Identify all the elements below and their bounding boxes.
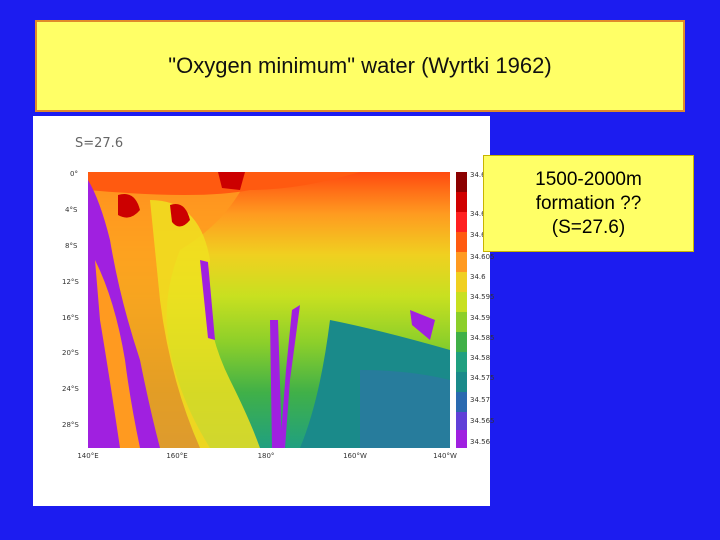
- map-label: S=27.6: [75, 136, 123, 151]
- title: "Oxygen minimum" water (Wyrtki 1962): [168, 53, 552, 78]
- x-label: 140°W: [433, 452, 457, 460]
- colorbar-label: 34.575: [470, 374, 495, 382]
- x-label: 160°W: [343, 452, 367, 460]
- colorbar-label: 34.6: [470, 273, 486, 281]
- colorbar-label: 34.57: [470, 396, 490, 404]
- colorbar: [456, 172, 467, 448]
- colorbar-label: 34.56: [470, 438, 491, 446]
- y-label: 4°S: [65, 206, 78, 214]
- colorbar-label: 34.585: [470, 334, 495, 342]
- colorbar-label: 34.595: [470, 293, 495, 301]
- y-label: 12°S: [62, 278, 79, 286]
- y-label: 16°S: [62, 314, 79, 322]
- colorbar-label: 34.605: [470, 253, 495, 261]
- map-plot: [88, 172, 450, 448]
- y-label: 24°S: [62, 385, 79, 393]
- y-label: 8°S: [65, 242, 78, 250]
- colorbar-label: 34.58: [470, 354, 490, 362]
- title-box: "Oxygen minimum" water (Wyrtki 1962): [35, 20, 685, 112]
- callout-box: 1500-2000m formation ?? (S=27.6): [483, 155, 694, 252]
- colorbar-label: 34.565: [470, 417, 495, 425]
- colorbar-label: 34.6: [470, 231, 486, 239]
- x-label: 180°: [258, 452, 275, 460]
- x-label: 160°E: [166, 452, 187, 460]
- y-label: 20°S: [62, 349, 79, 357]
- colorbar-label: 34.6: [470, 171, 486, 179]
- colorbar-label: 34.6: [470, 210, 486, 218]
- y-label: 28°S: [62, 421, 79, 429]
- colorbar-label: 34.59: [470, 314, 490, 322]
- callout-line: 1500-2000m: [535, 168, 642, 190]
- y-label: 0°: [70, 170, 78, 178]
- callout-line: (S=27.6): [551, 216, 626, 238]
- x-label: 140°E: [77, 452, 98, 460]
- callout-line: formation ??: [535, 192, 642, 214]
